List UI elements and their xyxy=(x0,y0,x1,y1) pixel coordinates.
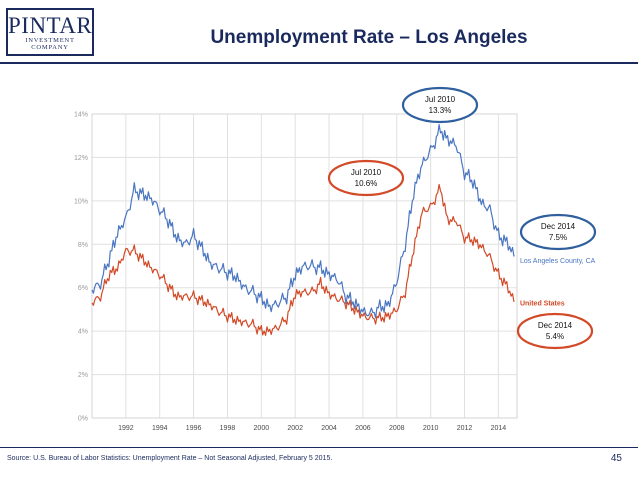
x-tick-label: 2008 xyxy=(389,425,405,432)
callout-la-peak-date: Jul 2010 xyxy=(424,95,456,104)
x-tick-label: 2006 xyxy=(355,425,371,432)
callout-us-latest-date: Dec 2014 xyxy=(537,321,573,330)
callout-us-peak-value: 10.6% xyxy=(354,179,378,188)
callout-la-peak-ellipse xyxy=(401,86,479,124)
company-logo: PINTAR INVESTMENT COMPANY xyxy=(6,8,94,56)
callout-la-peak-value: 13.3% xyxy=(428,106,452,115)
page-title: Unemployment Rate – Los Angeles xyxy=(210,27,528,48)
y-tick-label: 14% xyxy=(74,112,88,119)
y-tick-label: 8% xyxy=(78,242,88,249)
y-tick-label: 4% xyxy=(78,329,88,336)
footer-divider xyxy=(0,447,638,448)
x-tick-label: 2012 xyxy=(457,425,473,432)
series-label-los-angeles: Los Angeles County, CA xyxy=(520,258,596,265)
callout-la-latest-date: Dec 2014 xyxy=(540,222,576,231)
x-tick-label: 1994 xyxy=(152,425,168,432)
x-tick-label: 1992 xyxy=(118,425,134,432)
series-label-united-states: United States xyxy=(520,301,565,308)
callout-us-latest-text: Dec 2014 5.4% xyxy=(520,320,590,342)
x-tick-label: 1996 xyxy=(186,425,202,432)
logo-sub-text: INVESTMENT COMPANY xyxy=(25,37,75,51)
callout-us-peak-text: Jul 2010 10.6% xyxy=(331,167,401,189)
x-tick-label: 1998 xyxy=(220,425,236,432)
plot-frame xyxy=(91,113,518,419)
callout-us-peak-ellipse xyxy=(327,159,405,197)
source-note: Source: U.S. Bureau of Labor Statistics:… xyxy=(7,455,333,462)
page-number: 45 xyxy=(610,453,622,464)
y-tick-label: 10% xyxy=(74,198,88,205)
header-divider xyxy=(0,62,638,64)
logo-main-text: PINTAR xyxy=(8,13,93,38)
callout-la-latest-value: 7.5% xyxy=(548,233,568,242)
callout-la-peak-text: Jul 2010 13.3% xyxy=(405,94,475,116)
x-tick-label: 2010 xyxy=(423,425,439,432)
callout-us-peak-date: Jul 2010 xyxy=(350,168,382,177)
x-tick-label: 2014 xyxy=(491,425,507,432)
callout-us-latest-ellipse xyxy=(516,312,594,350)
chart-callouts xyxy=(327,86,597,350)
y-tick-label: 0% xyxy=(78,416,88,423)
chart-series: Los Angeles County, CA United States xyxy=(91,124,596,336)
callout-us-latest-value: 5.4% xyxy=(545,332,565,341)
x-tick-label: 2002 xyxy=(287,425,303,432)
y-tick-label: 12% xyxy=(74,155,88,162)
x-tick-label: 2004 xyxy=(321,425,337,432)
chart-grid: 0% 2% 4% 6% 8% 10% 12% 14% 1992 1994 1996 1998 2000 2… xyxy=(74,112,518,432)
series-line-united-states xyxy=(91,183,515,336)
y-tick-label: 6% xyxy=(78,285,88,292)
y-tick-label: 2% xyxy=(78,372,88,379)
series-line-los-angeles xyxy=(91,124,515,319)
callout-la-latest-text: Dec 2014 7.5% xyxy=(523,221,593,243)
callout-la-latest-ellipse xyxy=(519,213,597,251)
x-tick-label: 2000 xyxy=(254,425,270,432)
